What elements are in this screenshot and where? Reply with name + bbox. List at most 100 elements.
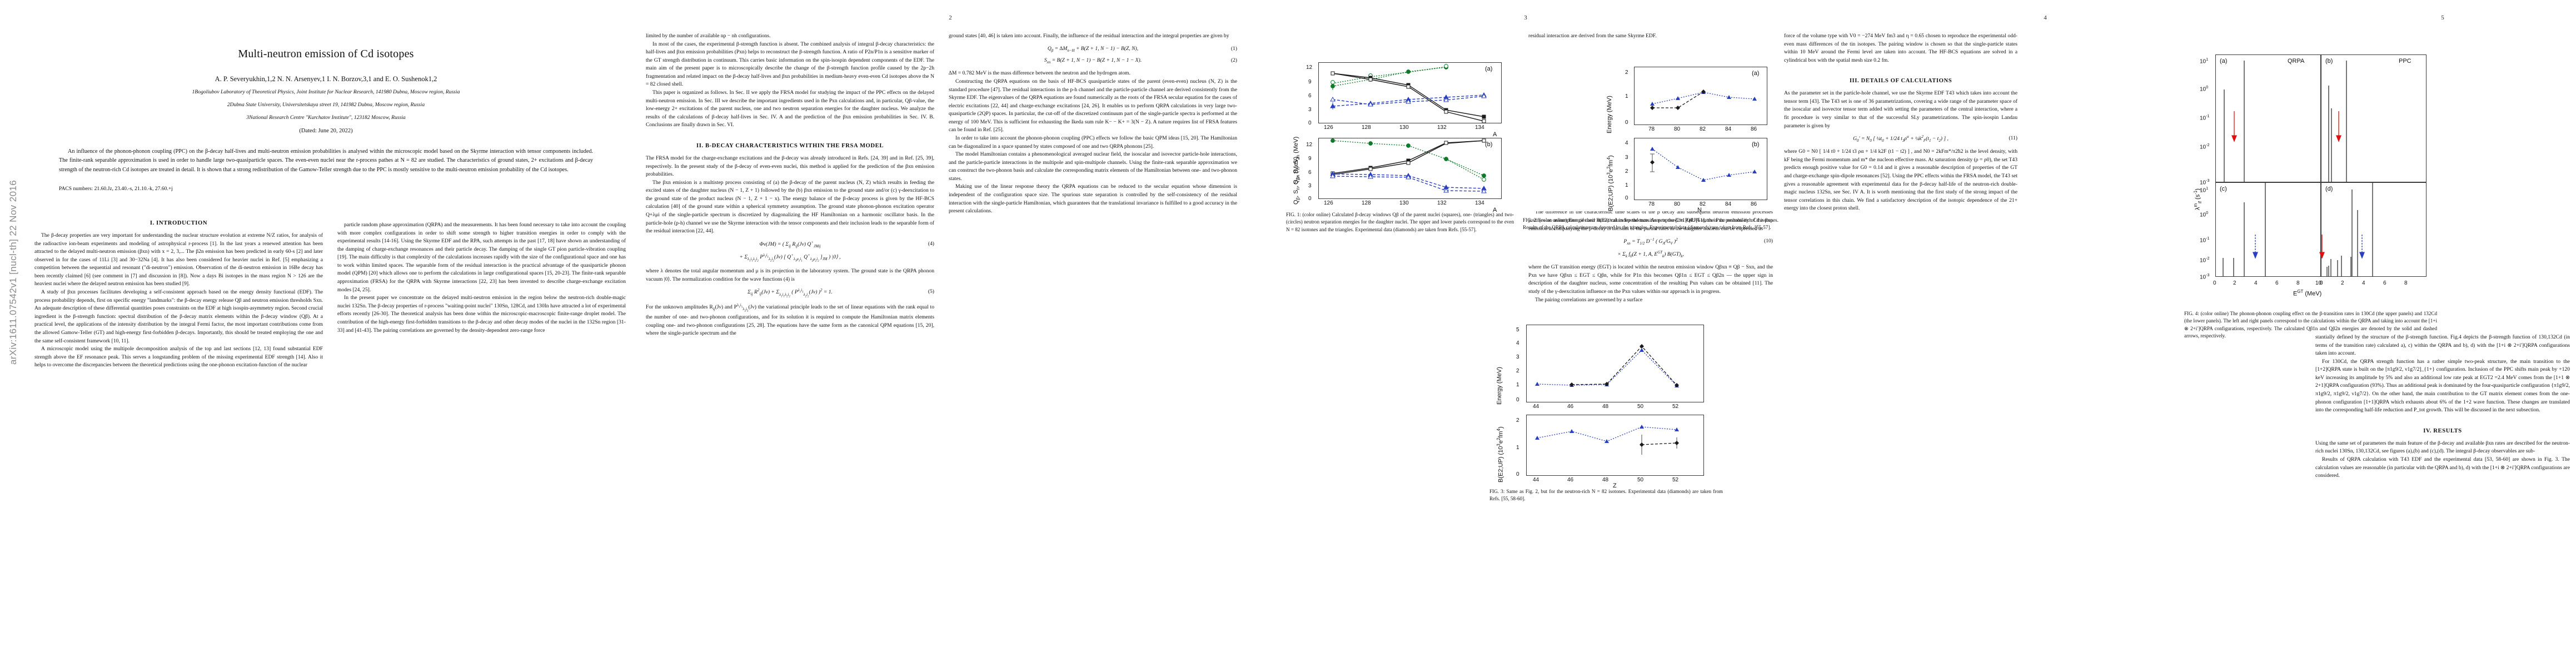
fig3-b-ytick-0: 0 (1516, 471, 1519, 477)
figure-4-plot: λmif (s-1) (a) (b) (c) (d) QRPA PPC 101 … (2184, 27, 2437, 305)
paragraph: A microscopic model using the multipole … (34, 346, 323, 369)
paragraph: where the GT transition energy (EGT) is … (1528, 264, 1773, 295)
paragraph: where λ denotes the total angular moment… (646, 268, 934, 282)
equation-10b: × Σk f0(Z + 1, A, EGTk) B(GT)k, (1617, 251, 1684, 259)
figure-2-caption: FIG. 2: (color online) Energies and B(E2… (1523, 217, 1778, 231)
fig2-ylabel-a: Energy (MeV) (1606, 96, 1613, 133)
author-list: A. P. Severyukhin,1,2 N. N. Arsenyev,1 I… (215, 75, 437, 83)
paragraph: force of the volume type with V0 = −274 … (1784, 33, 2017, 63)
paragraph: ∆M = 0.782 MeV is the mass difference be… (949, 70, 1130, 77)
figure-3-plot: Energy (MeV) 5 4 3 2 1 0 44 46 48 50 52 (1489, 316, 1723, 489)
fig4-panel-a-axes (2215, 54, 2321, 182)
fig2-b-ytick-0: 0 (1625, 195, 1628, 201)
fig3-a-ytick-2: 2 (1516, 368, 1519, 374)
fig1-b-xtick-134: 134 (1475, 200, 1484, 206)
fig1-a-xtick-134: 134 (1475, 125, 1484, 131)
fig1-b-ytick-0: 0 (1308, 196, 1312, 202)
fig1-b-ytick-12: 12 (1306, 142, 1313, 148)
fig4-a-ytick-1e1: 101 (2200, 57, 2209, 65)
fig3-a-xtick-52: 52 (1672, 404, 1679, 410)
paragraph: In order to take into account the phonon… (949, 135, 1237, 150)
fig2-b-ytick-3: 3 (1625, 155, 1628, 161)
page-title: Multi-neutron emission of Cd isotopes (238, 48, 414, 60)
fig3-a-ytick-5: 5 (1516, 327, 1519, 333)
section-results: IV. RESULTS (2423, 427, 2462, 434)
paragraph: A study of βxn processes facilitates dev… (34, 289, 323, 344)
fig4-d-xtick-6: 6 (2383, 280, 2386, 286)
fig4-panel-c-axes (2215, 182, 2321, 277)
fig2-b-xtick-86: 86 (1751, 201, 1757, 207)
fig3-a-xtick-48: 48 (1602, 404, 1609, 410)
fig2-panel-a-label: (a) (1752, 70, 1760, 77)
fig1-a-ytick-0: 0 (1308, 120, 1312, 126)
page-2: 2 limited by the number of available np … (639, 0, 1262, 667)
paragraph: Making use of the linear response theory… (949, 183, 1237, 215)
fig3-panel-b-axes (1526, 415, 1704, 476)
fig2-a-ytick-2: 2 (1625, 69, 1628, 76)
fig3-b-xtick-50: 50 (1637, 477, 1644, 483)
paragraph: ground states [40, 46] is taken into acc… (949, 33, 1229, 39)
fig3-b-xtick-52: 52 (1672, 477, 1679, 483)
section-details: III. DETAILS OF CALCULATIONS (1849, 78, 1952, 84)
figure-1-plot: Qβ, Sn, S2n (MeV) (a) 12 9 6 3 0 126 128… (1286, 39, 1514, 213)
equation-10: Pxn = T1/2 D−1 ( GA/GV )2 (10) (1623, 238, 1773, 246)
fig3-a-xtick-44: 44 (1533, 404, 1539, 410)
fig4-c-xtick-4: 4 (2254, 280, 2258, 286)
fig4-panel-a-label: (a) (2220, 58, 2228, 64)
fig3-b-xtick-48: 48 (1602, 477, 1609, 483)
page5-column: stantially defined by the structure of t… (2315, 334, 2570, 480)
paragraph: As the parameter set in the particle-hol… (1784, 90, 2017, 129)
fig4-model-ppc-b: PPC (2399, 58, 2411, 64)
fig4-c-ytick-1em3: 10-3 (2200, 272, 2210, 281)
fig3-a-ytick-1: 1 (1516, 382, 1519, 388)
paragraph: Results of QRPA calculation with T43 EDF… (2315, 456, 2570, 479)
fig3-a-ytick-0: 0 (1516, 397, 1519, 403)
fig4-panel-d-axes (2321, 182, 2426, 277)
paragraph: This paper is organized as follows. In S… (646, 89, 934, 128)
figure-4-caption: FIG. 4: (color online) The phonon-phonon… (2184, 311, 2437, 339)
fig4-xlabel: EGT (MeV) (2293, 289, 2322, 297)
fig2-b-ytick-2: 2 (1625, 168, 1628, 175)
fig2-ylabel-b: B(E2;UP) (103e2fm4) (1606, 155, 1615, 211)
paragraph: The pairing correlations are governed by… (1535, 296, 1643, 303)
fig1-xlabel-a: A (1493, 131, 1497, 138)
paragraph: In the present paper we concentrate on t… (337, 295, 626, 334)
fig2-panel-b-label: (b) (1752, 141, 1760, 148)
fig4-c-xtick-10: 10 (2315, 280, 2322, 286)
fig1-panel-a-label: (a) (1485, 66, 1493, 72)
fig4-c-ytick-1e0: 100 (2200, 210, 2209, 218)
figure-3: Energy (MeV) 5 4 3 2 1 0 44 46 48 50 52 (1489, 316, 1723, 503)
page4-column-1: force of the volume type with V0 = −274 … (1784, 32, 2017, 213)
affiliation-3: 3National Research Centre "Kurchatov Ins… (246, 114, 406, 121)
page-1: Multi-neutron emission of Cd isotopes A.… (24, 0, 627, 667)
fig3-panel-a-axes (1526, 325, 1704, 402)
fig1-a-xtick-128: 128 (1362, 125, 1371, 131)
section-introduction: I. INTRODUCTION (150, 220, 208, 226)
fig3-b-ytick-2: 2 (1516, 417, 1519, 424)
fig4-a-ytick-1em3: 10-3 (2200, 178, 2210, 186)
fig3-ylabel-a: Energy (MeV) (1496, 367, 1503, 405)
fig3-xlabel: Z (1613, 482, 1617, 489)
fig2-b-xtick-78: 78 (1648, 201, 1655, 207)
fig4-panel-c-label: (c) (2220, 186, 2227, 192)
paragraph: The βxn emission is a multistep process … (646, 179, 934, 235)
figure-1-caption: FIG. 1: (color online) Calculated β-deca… (1286, 212, 1514, 232)
fig1-panel-a-axes (1318, 62, 1502, 123)
fig1-b-xtick-126: 126 (1324, 200, 1333, 206)
pacs-numbers: PACS numbers: 21.60.Jz, 23.40.-s, 21.10.… (59, 186, 173, 192)
fig4-d-xtick-2: 2 (2341, 280, 2344, 286)
fig4-a-ytick-1em1: 10-1 (2200, 113, 2210, 122)
fig4-a-ytick-1e0: 100 (2200, 84, 2209, 93)
fig1-b-xtick-128: 128 (1362, 200, 1371, 206)
paragraph: Constructing the QRPA equations on the b… (949, 78, 1237, 133)
fig1-a-ytick-3: 3 (1308, 107, 1312, 113)
fig2-panel-a-axes (1634, 67, 1767, 125)
fig1-b-ytick-3: 3 (1308, 183, 1312, 189)
fig3-a-xtick-46: 46 (1567, 404, 1574, 410)
paragraph: where G0 = N0 [ 1/4 t0 + 1/24 t3 ρα + 1/… (1784, 148, 2017, 212)
fig3-b-xtick-46: 46 (1567, 477, 1574, 483)
arxiv-stamp: arXiv:1611.07542v1 [nucl-th] 22 Nov 2016 (8, 180, 18, 365)
affiliation-1: 1Bogoliubov Laboratory of Theoretical Ph… (192, 89, 460, 95)
equation-1: Qβ = ∆Mn−H + B(Z + 1, N − 1) − B(Z, N),(… (1047, 45, 1237, 53)
figure-3-caption: FIG. 3: Same as Fig. 2, but for the neut… (1489, 489, 1723, 502)
